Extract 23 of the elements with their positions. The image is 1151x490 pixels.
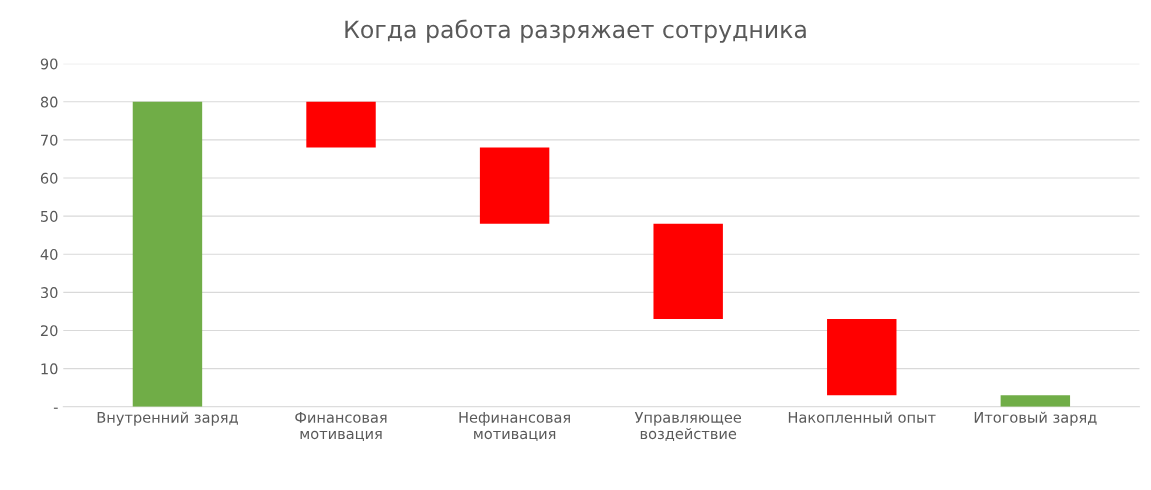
x-tick-label: Накопленный опыт [788,411,936,423]
y-tick-label: 40 [40,248,58,260]
y-tick-label: - [53,407,58,409]
y-tick-label: 60 [40,172,58,184]
bar [479,147,550,224]
bar [827,319,897,396]
x-tick-label: Управляющее воздействие [634,412,742,441]
x-tick-label: Нефинансовая мотивация [459,412,570,441]
x-tick-label: Внутренний заряд [97,411,238,426]
chart-title: Когда работа разряжает сотрудника [345,19,806,43]
bar [306,101,376,148]
y-tick-label: 90 [40,58,58,70]
y-tick-label: 20 [40,325,58,337]
bar [653,223,723,320]
x-tick-label: Финансовая мотивация [295,412,387,441]
y-tick-label: 30 [41,287,58,299]
bar [132,101,203,407]
y-tick-label: 50 [41,210,58,222]
x-tick-label: Итоговый заряд [974,411,1097,426]
y-tick-label: 70 [41,134,58,146]
y-tick-label: 80 [40,96,58,108]
y-tick-label: 10 [41,363,58,375]
bar [1000,395,1071,407]
